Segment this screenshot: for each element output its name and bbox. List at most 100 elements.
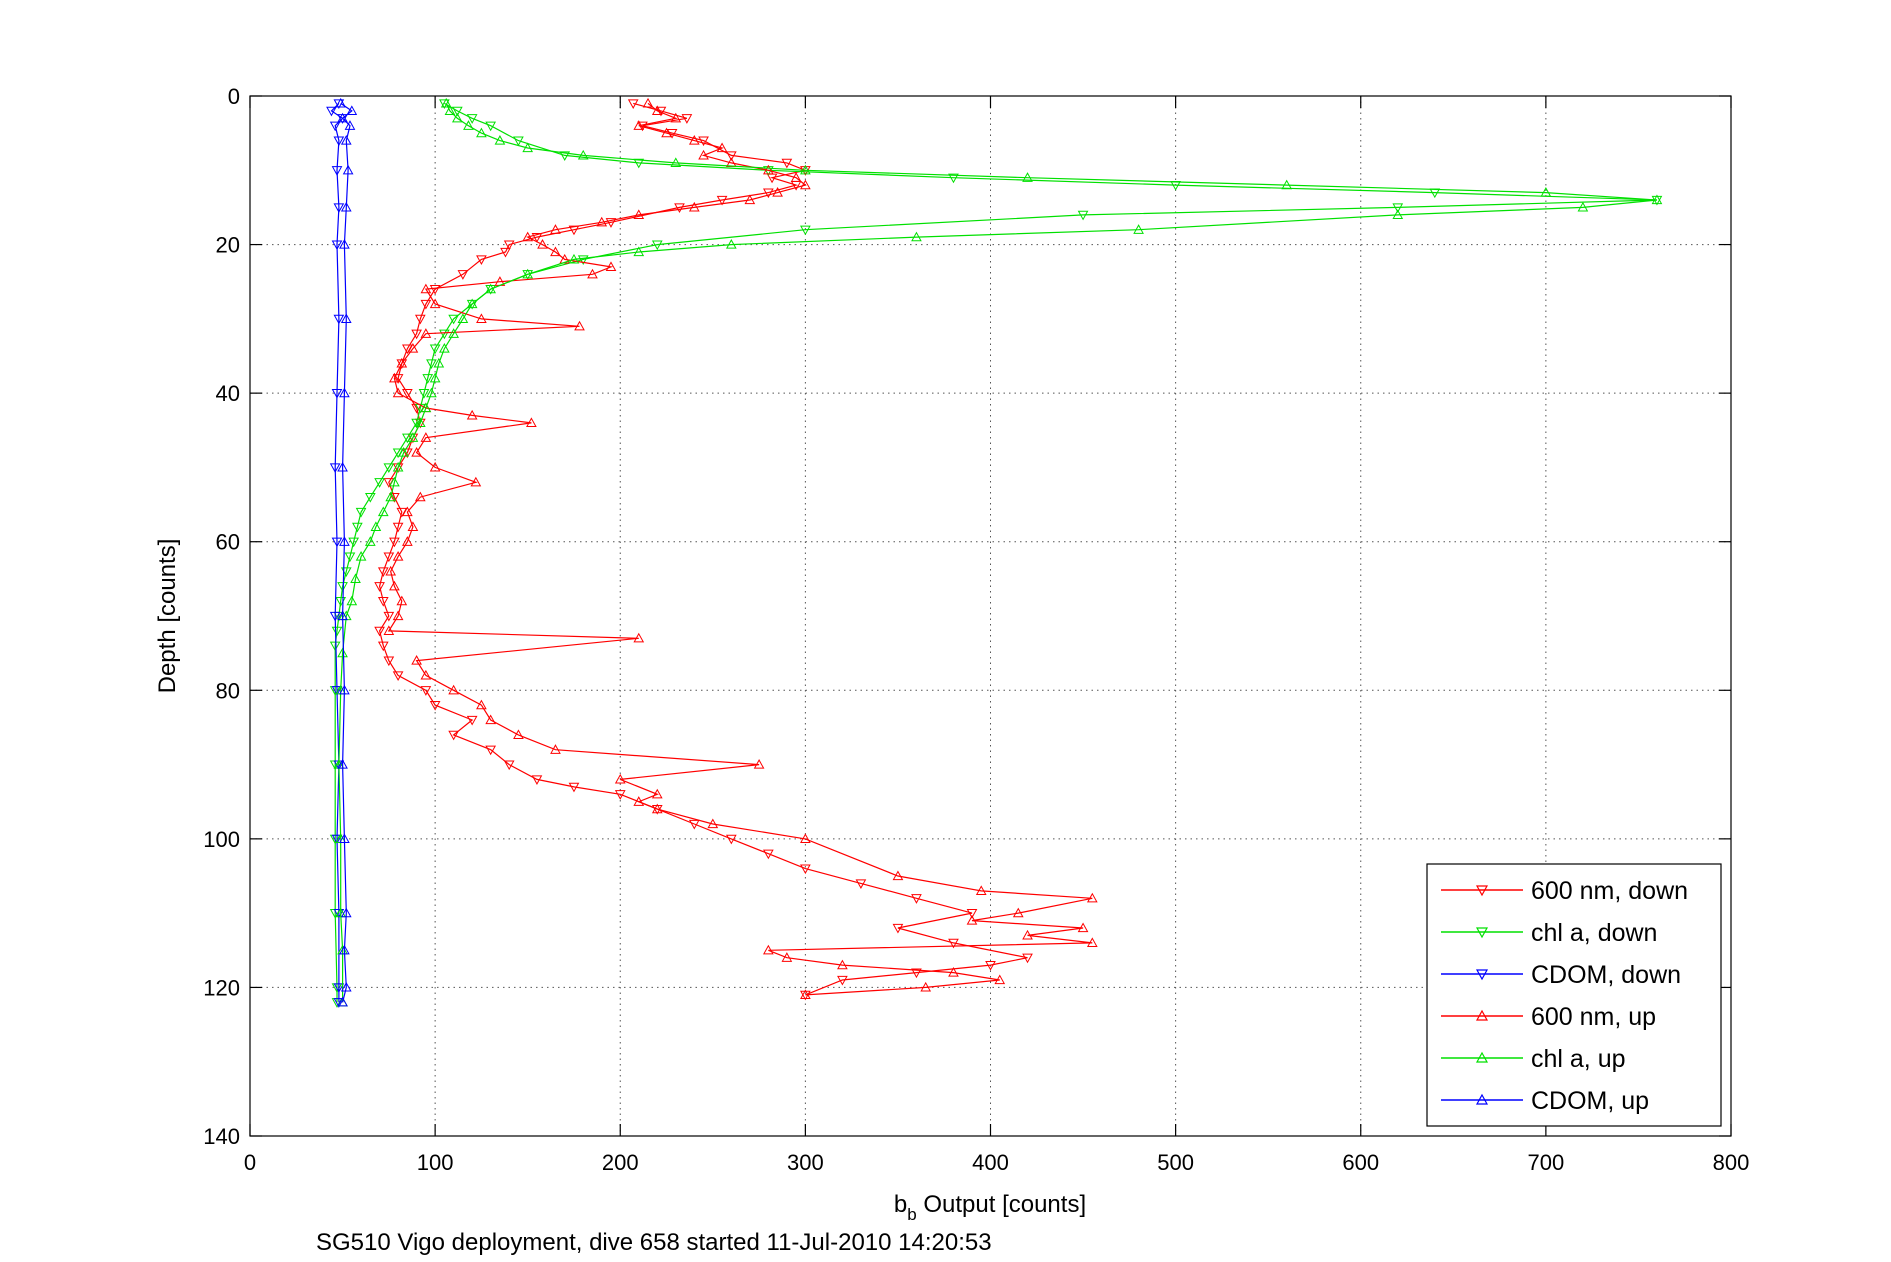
data-point-marker bbox=[364, 493, 376, 503]
data-point-marker bbox=[772, 187, 783, 197]
series-line bbox=[334, 102, 1658, 1003]
data-point-marker bbox=[355, 507, 367, 518]
data-point-marker bbox=[559, 253, 571, 264]
data-point-marker bbox=[337, 610, 348, 621]
data-point-marker bbox=[763, 849, 774, 860]
data-point-marker bbox=[392, 551, 404, 561]
legend-entry: CDOM, down bbox=[1441, 961, 1681, 989]
x-tick-label: 700 bbox=[1528, 1150, 1565, 1175]
data-point-marker bbox=[411, 655, 422, 665]
data-point-marker bbox=[466, 114, 478, 124]
data-point-marker bbox=[344, 120, 356, 130]
data-point-marker bbox=[335, 97, 347, 108]
data-point-marker bbox=[444, 105, 456, 115]
data-point-marker bbox=[688, 135, 700, 145]
data-point-marker bbox=[339, 833, 350, 843]
legend-entry: CDOM, up bbox=[1441, 1087, 1649, 1115]
data-point-marker bbox=[340, 981, 352, 992]
data-point-marker bbox=[370, 521, 382, 531]
data-point-marker bbox=[531, 233, 543, 243]
data-point-marker bbox=[605, 261, 617, 271]
data-point-marker bbox=[420, 328, 432, 338]
data-point-marker bbox=[633, 158, 645, 169]
data-point-marker bbox=[790, 172, 802, 182]
legend-label: CDOM, down bbox=[1531, 961, 1681, 989]
data-point-marker bbox=[333, 136, 345, 147]
data-point-marker bbox=[348, 537, 360, 548]
data-point-marker bbox=[411, 447, 422, 457]
y-tick-label: 0 bbox=[228, 84, 240, 109]
data-point-marker bbox=[466, 409, 478, 420]
data-point-marker bbox=[892, 870, 904, 881]
data-point-marker bbox=[377, 597, 389, 607]
data-point-marker bbox=[837, 959, 848, 970]
data-point-marker bbox=[800, 864, 811, 875]
series-4 bbox=[333, 97, 1663, 1007]
y-tick-label: 40 bbox=[216, 381, 240, 406]
data-point-marker bbox=[503, 760, 515, 771]
data-point-marker bbox=[596, 216, 608, 227]
data-point-marker bbox=[392, 461, 404, 472]
data-point-marker bbox=[614, 773, 626, 784]
data-point-marker bbox=[418, 389, 430, 399]
data-point-marker bbox=[559, 151, 571, 161]
data-point-marker bbox=[485, 121, 497, 132]
data-point-marker bbox=[448, 328, 459, 338]
data-point-marker bbox=[633, 796, 645, 806]
data-point-marker bbox=[429, 344, 441, 355]
data-point-marker bbox=[550, 224, 561, 234]
data-point-marker bbox=[340, 135, 352, 145]
data-point-marker bbox=[414, 491, 426, 502]
x-tick-label: 800 bbox=[1713, 1150, 1750, 1175]
data-point-marker bbox=[911, 894, 922, 904]
legend: 600 nm, down chl a, down CDOM, down 600 nm,… bbox=[1426, 863, 1722, 1127]
data-point-marker bbox=[344, 552, 356, 563]
data-point-marker bbox=[451, 112, 463, 123]
data-point-marker bbox=[331, 686, 343, 696]
data-point-marker bbox=[414, 314, 426, 325]
data-point-marker bbox=[392, 374, 404, 384]
data-point-marker bbox=[577, 255, 589, 265]
data-point-marker bbox=[337, 759, 348, 769]
y-tick-label: 100 bbox=[203, 827, 240, 852]
legend-box bbox=[1426, 863, 1722, 1127]
data-point-marker bbox=[329, 611, 341, 622]
legend-marker bbox=[1475, 1009, 1489, 1021]
data-point-marker bbox=[377, 567, 389, 577]
data-point-marker bbox=[568, 782, 580, 793]
data-point-marker bbox=[389, 580, 400, 591]
data-point-marker bbox=[340, 313, 352, 323]
data-point-marker bbox=[331, 537, 343, 548]
y-tick-label: 80 bbox=[216, 678, 240, 703]
data-point-marker bbox=[670, 112, 682, 123]
data-point-marker bbox=[420, 669, 432, 680]
data-point-marker bbox=[800, 179, 811, 190]
data-point-marker bbox=[329, 641, 341, 652]
data-point-marker bbox=[800, 225, 811, 236]
data-point-marker bbox=[420, 432, 432, 442]
data-point-marker bbox=[374, 478, 385, 488]
data-point-marker bbox=[633, 632, 645, 643]
data-point-marker bbox=[466, 715, 478, 726]
legend-label: chl a, up bbox=[1531, 1045, 1626, 1073]
legend-marker bbox=[1475, 1093, 1489, 1105]
data-point-marker bbox=[485, 283, 497, 294]
data-point-marker bbox=[337, 112, 348, 123]
data-point-marker bbox=[681, 114, 693, 124]
data-point-marker bbox=[763, 164, 774, 175]
data-point-marker bbox=[339, 239, 350, 249]
data-point-marker bbox=[392, 387, 404, 398]
data-point-marker bbox=[800, 164, 811, 175]
data-point-marker bbox=[422, 374, 434, 384]
y-tick-label: 120 bbox=[203, 975, 240, 1000]
data-point-marker bbox=[457, 313, 469, 323]
data-point-marker bbox=[451, 106, 463, 117]
data-point-marker bbox=[374, 626, 385, 637]
data-point-marker bbox=[337, 461, 348, 472]
data-point-marker bbox=[494, 135, 506, 145]
data-point-marker bbox=[550, 246, 561, 257]
data-point-marker bbox=[911, 231, 922, 242]
data-point-marker bbox=[522, 231, 534, 242]
x-tick-label: 300 bbox=[787, 1150, 824, 1175]
data-point-marker bbox=[448, 730, 459, 741]
